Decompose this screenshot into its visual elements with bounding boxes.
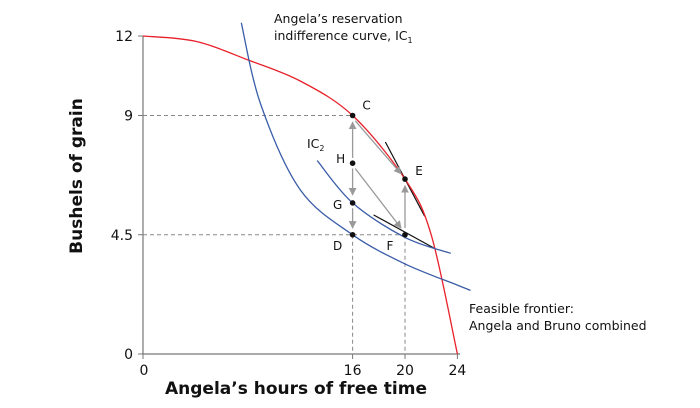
guide-lines <box>143 115 406 354</box>
x-axis-label: Angela’s hours of free time <box>165 379 427 399</box>
point-label-e: E <box>415 164 423 178</box>
y-tick-label: 0 <box>124 347 133 363</box>
points: C E H G D F <box>333 99 423 253</box>
arrow-c-to-e <box>354 120 402 175</box>
ticks: 0 16 20 24 0 4.5 9 12 <box>111 29 467 379</box>
y-tick-label: 12 <box>115 29 133 45</box>
curves <box>142 22 471 355</box>
ic2-label: IC2 <box>307 136 325 153</box>
frontier-annotation-line1: Feasible frontier: <box>469 301 574 316</box>
point-h <box>349 160 356 166</box>
point-label-f: F <box>387 239 394 253</box>
ic1-annotation-line1: Angela’s reservation <box>274 11 403 26</box>
x-tick-label: 24 <box>448 363 466 379</box>
point-c <box>349 112 356 119</box>
series-feasible-frontier <box>142 35 459 355</box>
x-tick-label: 0 <box>140 363 149 379</box>
arrows <box>348 120 409 229</box>
point-e <box>402 176 408 182</box>
point-d <box>349 231 356 238</box>
series-ic1 <box>240 22 471 292</box>
arrow-h-to-f <box>354 168 402 229</box>
point-label-c: C <box>362 99 370 113</box>
x-tick-label: 20 <box>396 363 414 379</box>
y-axis-label: Bushels of grain <box>67 98 87 254</box>
point-label-g: G <box>333 198 342 212</box>
series-ic2 <box>316 160 452 254</box>
point-label-d: D <box>333 239 342 253</box>
frontier-annotation-line2: Angela and Bruno combined <box>469 318 647 333</box>
point-g <box>349 200 356 206</box>
x-tick-label: 16 <box>344 363 362 379</box>
y-tick-label: 9 <box>124 109 133 125</box>
point-label-h: H <box>336 152 345 166</box>
point-f <box>402 231 408 238</box>
tangent-lines <box>373 141 435 249</box>
axes <box>142 36 460 355</box>
y-tick-label: 4.5 <box>111 228 133 244</box>
tangent-f <box>373 214 435 249</box>
ic1-annotation-line2: indifference curve, IC1 <box>274 28 413 45</box>
